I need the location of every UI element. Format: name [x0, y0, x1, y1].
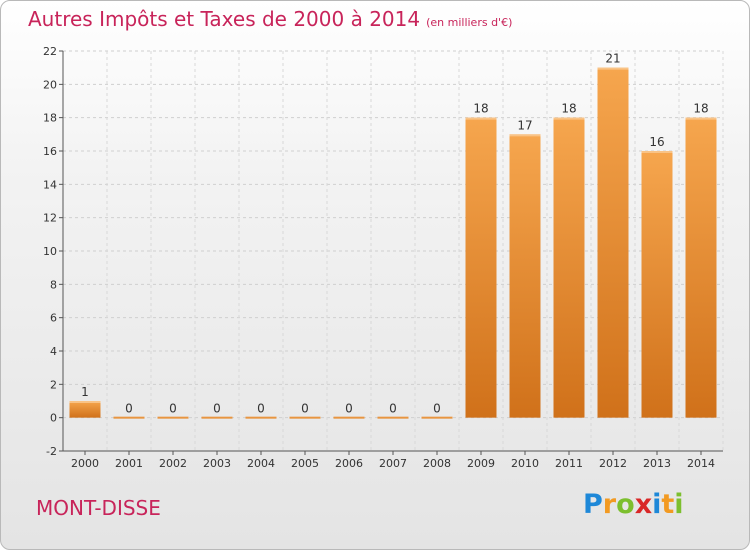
bar [597, 67, 629, 418]
bar [333, 416, 365, 419]
x-tick-label: 2007 [379, 457, 407, 470]
data-label: 0 [345, 402, 353, 416]
bar [157, 416, 189, 419]
x-tick-label: 2013 [643, 457, 671, 470]
data-label: 0 [169, 402, 177, 416]
bar [113, 416, 145, 419]
data-label: 1 [81, 385, 89, 399]
bar [69, 401, 101, 418]
bar [465, 117, 497, 418]
chart-title-unit: (en milliers d'€) [426, 16, 513, 29]
bar [289, 416, 321, 419]
data-label: 18 [473, 102, 488, 116]
bar [245, 416, 277, 419]
chart-title-main: Autres Impôts et Taxes de 2000 à 2014 [28, 7, 421, 31]
y-tick-label: 4 [50, 345, 57, 358]
bar [201, 416, 233, 419]
y-tick-label: 0 [50, 412, 57, 425]
y-tick-label: 8 [50, 278, 57, 291]
y-tick-label: 6 [50, 312, 57, 325]
proxiti-logo[interactable]: Proxiti [583, 489, 684, 520]
data-label: 18 [561, 102, 576, 116]
x-tick-label: 2000 [71, 457, 99, 470]
chart-title: Autres Impôts et Taxes de 2000 à 2014 (en… [28, 7, 512, 31]
data-label: 0 [257, 402, 265, 416]
x-tick-label: 2011 [555, 457, 583, 470]
data-label: 21 [605, 52, 620, 66]
y-tick-label: 14 [43, 178, 57, 191]
x-tick-label: 2005 [291, 457, 319, 470]
bar [377, 416, 409, 419]
bars [69, 67, 717, 419]
y-tick-label: 12 [43, 212, 57, 225]
x-tick-label: 2010 [511, 457, 539, 470]
y-tick-label: 18 [43, 112, 57, 125]
y-tick-label: 22 [43, 45, 57, 58]
value-labels: 1 0 0 0 0 0 0 0 0 18 17 18 21 16 18 [81, 52, 708, 416]
data-label: 16 [649, 135, 664, 149]
bar [509, 134, 541, 418]
data-label: 0 [433, 402, 441, 416]
x-tick-label: 2008 [423, 457, 451, 470]
x-tick-label: 2012 [599, 457, 627, 470]
data-label: 0 [389, 402, 397, 416]
x-tick-label: 2009 [467, 457, 495, 470]
logo-letter: t [661, 489, 675, 520]
logo-letter: x [634, 489, 653, 520]
town-name: MONT-DISSE [36, 496, 161, 520]
bar [421, 416, 453, 419]
data-label: 0 [301, 402, 309, 416]
x-tick-label: 2004 [247, 457, 275, 470]
x-tick-label: 2006 [335, 457, 363, 470]
y-tick-label: 2 [50, 378, 57, 391]
data-label: 17 [517, 118, 532, 132]
logo-letter: i [674, 489, 684, 520]
data-label: 0 [125, 402, 133, 416]
logo-letter: i [652, 489, 662, 520]
bar [553, 117, 585, 418]
bar [641, 151, 673, 418]
bar [685, 117, 717, 418]
y-tick-label: 20 [43, 78, 57, 91]
data-label: 0 [213, 402, 221, 416]
logo-letter: o [616, 489, 635, 520]
x-tick-label: 2001 [115, 457, 143, 470]
x-tick-label: 2014 [687, 457, 715, 470]
data-label: 18 [693, 102, 708, 116]
x-tick-label: 2003 [203, 457, 231, 470]
y-tick-label: 16 [43, 145, 57, 158]
y-tick-label: 10 [43, 245, 57, 258]
x-tick-label: 2002 [159, 457, 187, 470]
logo-letter: P [583, 489, 603, 520]
logo-letter: r [602, 489, 617, 520]
y-tick-label: -2 [46, 445, 57, 458]
